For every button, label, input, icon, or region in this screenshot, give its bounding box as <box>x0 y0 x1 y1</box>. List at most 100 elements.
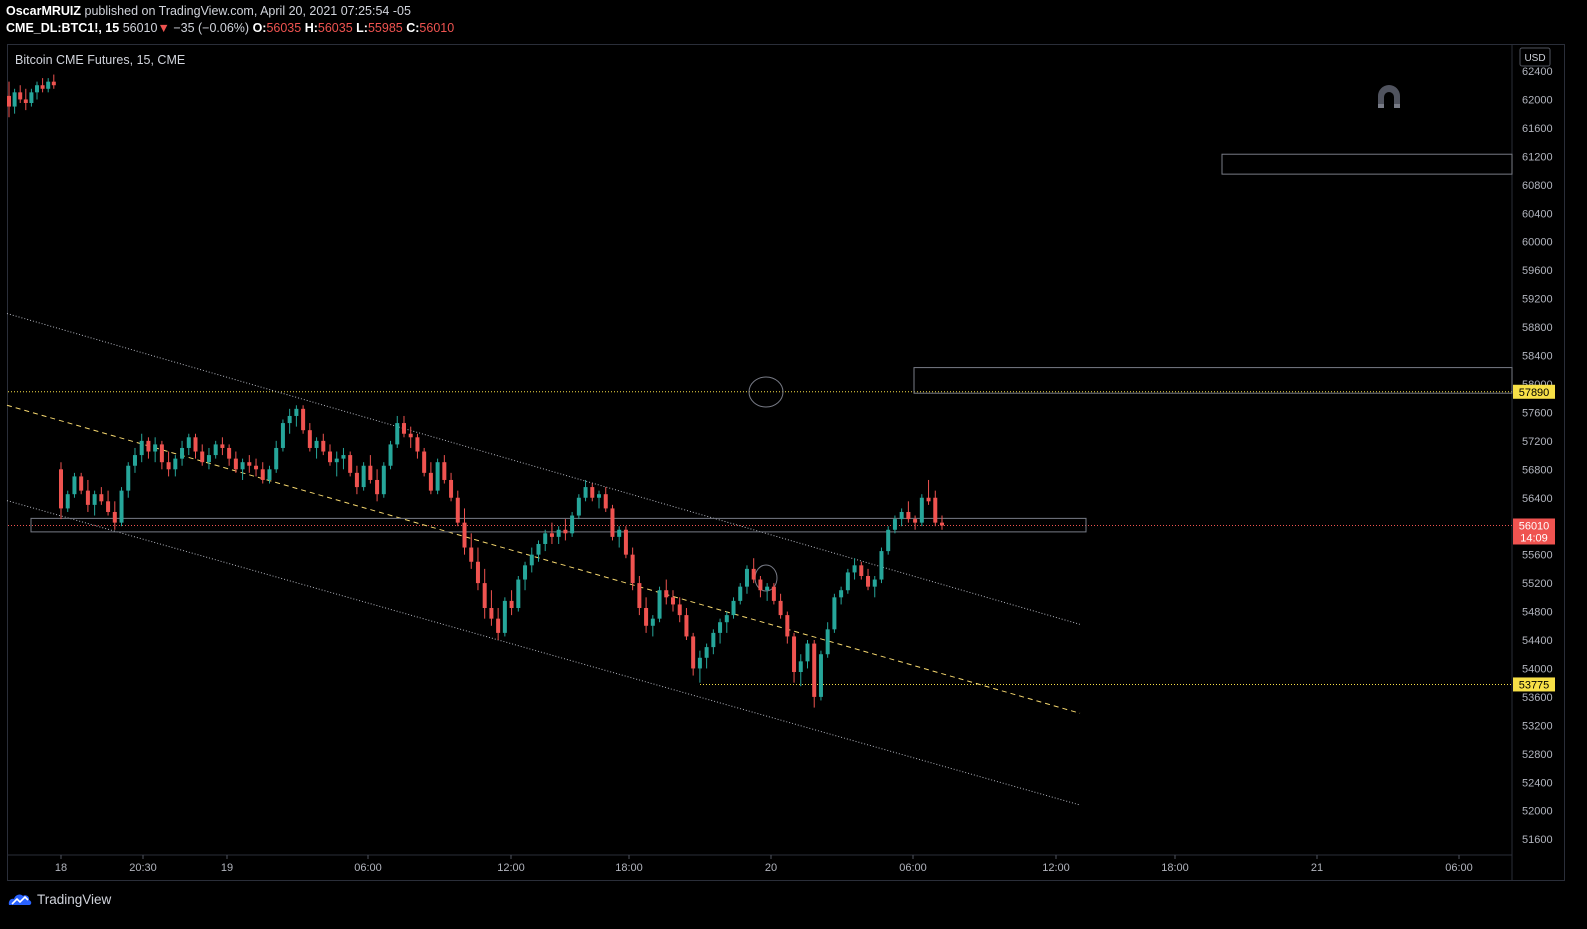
price-tick-label: 55600 <box>1522 550 1553 562</box>
price-tick-label: 60400 <box>1522 208 1553 220</box>
bear-candle <box>940 522 944 526</box>
bull-candle <box>280 423 285 448</box>
bull-candle <box>718 622 723 633</box>
bull-candle <box>879 551 884 580</box>
bear-candle <box>106 501 111 512</box>
circle-annotation <box>748 376 784 408</box>
time-tick-label: 21 <box>1311 862 1323 874</box>
bear-candle <box>455 497 460 523</box>
bull-candle <box>886 529 891 552</box>
price-tick-label: 56400 <box>1522 493 1553 505</box>
price-tick-label: 58800 <box>1522 322 1553 334</box>
chart-header: OscarMRUIZ published on TradingView.com,… <box>0 0 1587 42</box>
bull-candle <box>274 447 279 470</box>
time-tick-label: 06:00 <box>899 862 927 874</box>
bull-candle <box>435 462 440 491</box>
bear-candle <box>630 554 635 584</box>
bull-candle <box>711 632 716 648</box>
tradingview-logo-icon <box>8 894 32 905</box>
close-value: 56010 <box>419 21 455 35</box>
price-tick-label: 61200 <box>1522 151 1553 163</box>
time-axis[interactable]: 18 20:30 19 06:00 12:00 18:00 20 06:00 12:00 18:0… <box>55 855 1473 874</box>
bull-candle <box>139 440 144 456</box>
countdown-label: 14:09 <box>1520 532 1548 544</box>
bull-candle <box>46 81 51 89</box>
price-tick-label: 59600 <box>1522 265 1553 277</box>
bull-candle <box>395 423 400 445</box>
bull-candle <box>744 568 749 587</box>
price-tick-label: 58400 <box>1522 351 1553 363</box>
bull-candle <box>919 497 924 523</box>
bull-candle <box>597 494 602 498</box>
bull-candle <box>213 444 218 456</box>
bear-candle <box>193 437 198 452</box>
publish-info: OscarMRUIZ published on TradingView.com,… <box>6 4 411 18</box>
bear-candle <box>792 636 797 673</box>
bear-candle <box>751 568 756 580</box>
price-tick-label: 55200 <box>1522 578 1553 590</box>
bull-candle <box>361 465 366 488</box>
channel-midline <box>6 404 1081 714</box>
channel-lower-line <box>6 500 1081 806</box>
level-tag-upper-label: 57890 <box>1519 387 1550 399</box>
bear-candle <box>475 561 480 584</box>
bear-candle <box>428 472 433 491</box>
price-chart[interactable]: Bitcoin CME Futures, 15, CME USD 6240062… <box>0 0 1587 884</box>
level-tag-upper <box>1513 384 1555 399</box>
time-tick-label: 19 <box>221 862 233 874</box>
price-tick-label: 57600 <box>1522 407 1553 419</box>
tradingview-brand[interactable]: TradingView <box>8 892 111 907</box>
bear-candle <box>771 586 776 601</box>
bear-candle <box>812 643 817 697</box>
bear-candle <box>260 469 265 480</box>
bear-candle <box>610 508 615 537</box>
ohlc-legend: CME_DL:BTC1!, 15 56010▼ −35 (−0.06%) O:5… <box>6 21 454 35</box>
time-tick-label: 06:00 <box>1445 862 1473 874</box>
price-tick-label: 54000 <box>1522 663 1553 675</box>
last-price-tag-label: 56010 <box>1519 520 1550 532</box>
author-name[interactable]: OscarMRUIZ <box>6 4 82 18</box>
bear-candle <box>442 462 447 480</box>
bull-candle <box>388 444 393 466</box>
zone-rectangle <box>1221 153 1513 175</box>
bull-candle <box>704 647 709 658</box>
bear-candle <box>623 529 628 555</box>
bear-candle <box>247 462 252 466</box>
bear-candle <box>354 472 359 488</box>
bear-candle <box>146 440 151 452</box>
price-tick-label: 59200 <box>1522 294 1553 306</box>
bull-candle <box>206 455 211 463</box>
bear-candle <box>906 511 911 520</box>
bear-candle <box>328 451 333 463</box>
bear-candle <box>85 490 90 505</box>
bull-candle <box>536 543 541 555</box>
time-tick-label: 18:00 <box>1161 862 1189 874</box>
bear-candle <box>159 444 164 463</box>
magnet-icon[interactable] <box>1378 85 1400 108</box>
bull-candle <box>126 465 131 491</box>
bull-candle <box>697 657 702 669</box>
time-tick-label: 20 <box>765 862 777 874</box>
bull-candle <box>314 440 319 448</box>
symbol-label[interactable]: CME_DL:BTC1!, 15 <box>6 21 120 35</box>
bull-candle <box>657 590 662 619</box>
bear-candle <box>112 511 117 523</box>
bull-candle <box>738 586 743 601</box>
price-tick-label: 51600 <box>1522 834 1553 846</box>
price-axis[interactable]: 62400 62000 61600 61200 60800 60400 60000 59600… <box>1522 66 1553 846</box>
bull-candle <box>29 92 34 104</box>
time-tick-label: 20:30 <box>129 862 157 874</box>
chart-title: Bitcoin CME Futures, 15, CME <box>15 53 185 67</box>
candles-layer <box>7 74 944 708</box>
currency-button[interactable] <box>1519 47 1551 67</box>
bear-candle <box>23 99 28 104</box>
price-tick-label: 60800 <box>1522 180 1553 192</box>
price-tick-label: 61600 <box>1522 123 1553 135</box>
bear-candle <box>469 547 474 562</box>
bull-candle <box>839 590 844 598</box>
bear-candle <box>644 607 649 626</box>
open-label: O: <box>252 21 267 35</box>
chart-frame <box>7 44 1565 881</box>
bear-candle <box>18 92 23 100</box>
bear-candle <box>307 430 312 448</box>
